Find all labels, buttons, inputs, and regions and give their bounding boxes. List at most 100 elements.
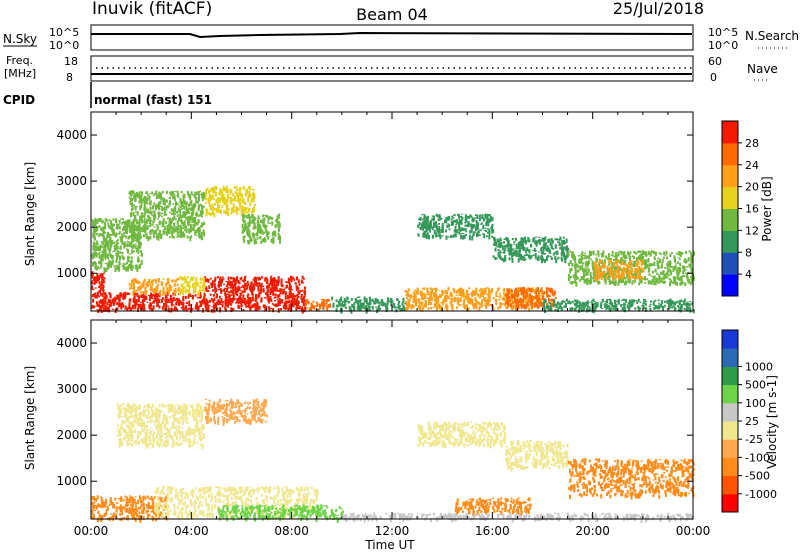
data-cell [119, 303, 122, 308]
data-cell [184, 225, 187, 229]
data-cell [573, 274, 576, 276]
data-cell [256, 302, 259, 306]
data-cell [426, 219, 429, 223]
data-cell [192, 284, 194, 288]
data-cell [515, 300, 518, 305]
data-cell [250, 304, 253, 308]
data-cell [290, 308, 293, 312]
data-cell [683, 298, 686, 303]
data-cell [618, 266, 621, 270]
data-cell [336, 304, 339, 308]
data-cell [290, 280, 293, 283]
data-cell [93, 279, 96, 283]
data-cell [526, 301, 529, 307]
data-cell [267, 221, 270, 224]
data-cell [207, 305, 210, 310]
data-cell [571, 307, 574, 311]
data-cell [485, 230, 487, 232]
data-cell [149, 230, 152, 234]
data-cell [505, 244, 508, 248]
data-cell [530, 289, 533, 293]
data-cell [150, 281, 153, 284]
data-cell [167, 301, 170, 303]
data-cell [139, 200, 142, 203]
data-cell [467, 307, 470, 311]
data-cell [113, 265, 116, 268]
data-cell [275, 283, 278, 289]
data-cell [478, 289, 481, 292]
data-cell [188, 211, 191, 215]
data-cell [161, 208, 164, 210]
data-cell [159, 192, 162, 198]
data-cell [525, 304, 528, 309]
data-cell [417, 307, 420, 309]
data-cell [134, 277, 137, 283]
data-cell [423, 226, 426, 229]
data-cell [366, 300, 368, 305]
data-cell [487, 228, 490, 231]
data-cell [108, 219, 111, 222]
data-cell [223, 290, 226, 292]
data-cell [221, 279, 224, 281]
data-cell [152, 305, 155, 310]
data-cell [635, 272, 638, 274]
data-cell [195, 196, 198, 200]
beam-label: Beam 04 [356, 5, 428, 24]
data-cell [604, 302, 607, 305]
data-cell [658, 276, 661, 280]
data-cell [260, 240, 263, 244]
data-cell [179, 214, 182, 216]
data-cell [182, 227, 185, 229]
data-cell [433, 222, 435, 226]
data-cell [544, 259, 546, 263]
data-cell [681, 252, 684, 255]
data-cell [573, 303, 576, 305]
data-cell [202, 277, 204, 281]
data-cell [183, 205, 186, 210]
data-cell [188, 286, 191, 290]
data-cell [185, 216, 188, 220]
data-cell [536, 240, 539, 244]
data-cell [536, 296, 538, 300]
data-cell [475, 225, 478, 228]
data-cell [151, 210, 154, 212]
data-cell [669, 253, 672, 257]
data-cell [164, 298, 167, 302]
data-cell [123, 297, 126, 300]
data-cell [253, 303, 256, 307]
data-cell [342, 304, 345, 307]
data-cell [94, 295, 97, 298]
data-cell [669, 281, 671, 287]
data-cell [107, 266, 110, 270]
data-cell [181, 233, 184, 236]
data-cell [543, 244, 546, 249]
data-cell [473, 303, 476, 307]
data-cell [672, 301, 675, 305]
data-cell [503, 238, 506, 240]
data-cell [687, 259, 690, 261]
data-cell [128, 243, 131, 248]
data-cell [122, 304, 125, 308]
data-cell [440, 229, 443, 234]
data-cell [103, 222, 106, 225]
data-cell [600, 260, 603, 262]
data-cell [363, 299, 366, 303]
data-cell [517, 250, 520, 252]
data-cell [100, 262, 103, 264]
data-cell [648, 273, 651, 276]
data-cell [234, 187, 237, 189]
data-cell [453, 229, 456, 233]
data-cell [683, 307, 686, 310]
data-cell [258, 305, 261, 310]
data-cell [137, 256, 140, 261]
data-cell [233, 197, 236, 202]
data-cell [510, 249, 512, 254]
data-cell [573, 258, 576, 261]
data-cell [104, 247, 107, 249]
data-cell [653, 250, 655, 252]
data-cell [205, 192, 208, 197]
data-cell [642, 267, 645, 273]
data-cell [489, 217, 492, 222]
data-cell [255, 294, 257, 299]
data-cell [232, 288, 235, 291]
